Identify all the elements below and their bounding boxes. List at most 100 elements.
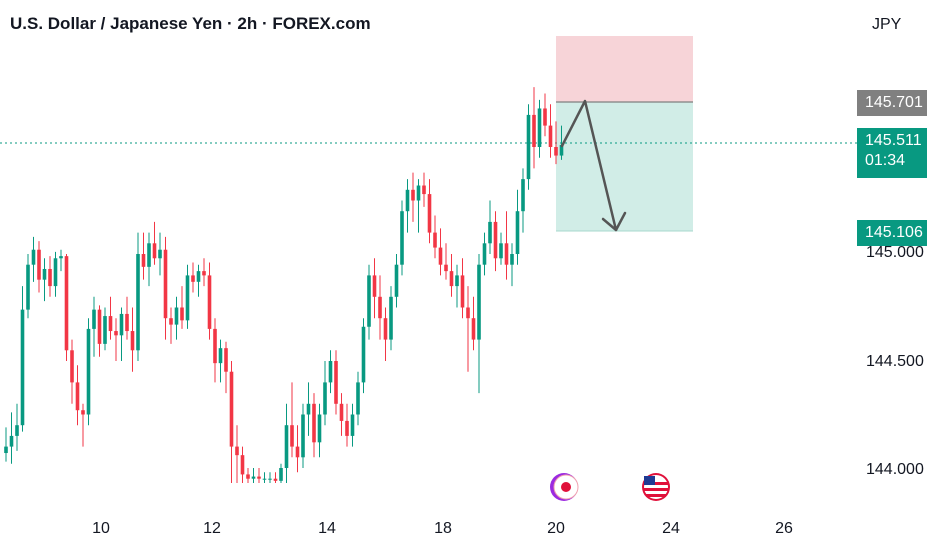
candle-body — [372, 275, 377, 297]
candle-body — [169, 318, 173, 325]
candle-body — [251, 476, 256, 479]
candle-body — [301, 414, 305, 458]
candle-body — [537, 108, 542, 147]
candle-body — [394, 264, 399, 297]
bar-countdown: 01:34 — [865, 152, 906, 169]
candle-body — [416, 185, 421, 201]
candle-body — [224, 348, 228, 372]
candle-body — [163, 249, 168, 319]
candle-body — [158, 249, 162, 259]
stop-loss-price-tag: 145.701 — [857, 90, 927, 116]
candle-body — [97, 309, 102, 344]
candle-body — [202, 271, 206, 276]
candlestick-series — [4, 87, 564, 483]
candle-body — [119, 313, 124, 336]
candle-body — [152, 243, 157, 259]
price-axis-label: 144.000 — [866, 461, 924, 478]
candle-body — [81, 410, 85, 415]
candle-body — [125, 313, 129, 332]
time-axis-label: 18 — [434, 520, 452, 537]
time-axis-label: 10 — [92, 520, 110, 537]
candle-body — [306, 403, 311, 415]
candle-body — [460, 275, 465, 308]
candle-body — [64, 256, 69, 351]
candle-body — [279, 468, 283, 481]
candle-body — [427, 194, 432, 233]
candle-body — [559, 144, 564, 156]
candle-body — [499, 243, 503, 259]
japan-flag-icon[interactable] — [550, 473, 579, 501]
candle-body — [229, 371, 234, 447]
candle-body — [334, 361, 338, 404]
candle-body — [191, 275, 195, 282]
candle-body — [482, 243, 487, 265]
candle-body — [257, 476, 261, 479]
candle-body — [367, 275, 371, 327]
candle-body — [339, 403, 344, 421]
candle-body — [449, 271, 454, 287]
time-axis-label: 24 — [662, 520, 680, 537]
us-flag-icon[interactable] — [642, 473, 670, 501]
candle-body — [86, 328, 91, 415]
candle-body — [218, 348, 223, 364]
candle-body — [405, 189, 410, 212]
candle-body — [455, 275, 459, 287]
candle-body — [207, 275, 212, 329]
candle-body — [180, 307, 184, 321]
candle-body — [114, 331, 118, 336]
candle-body — [59, 256, 63, 259]
currency-label: JPY — [872, 16, 902, 33]
candle-body — [53, 258, 58, 287]
candle-body — [15, 425, 19, 436]
current-price-tag: 145.511 01:34 — [857, 128, 927, 178]
candle-body — [504, 243, 509, 265]
candle-body — [471, 318, 476, 340]
candle-body — [411, 189, 415, 201]
candle-body — [4, 446, 8, 454]
candle-body — [136, 254, 140, 351]
candle-body — [240, 455, 245, 475]
take-profit-zone[interactable] — [556, 102, 693, 231]
candle-body — [75, 382, 80, 411]
candle-body — [268, 478, 272, 480]
candle-body — [361, 326, 366, 383]
candle-body — [515, 211, 520, 254]
candle-body — [323, 382, 327, 415]
candle-body — [378, 296, 382, 319]
time-axis-label: 14 — [318, 520, 336, 537]
candle-body — [510, 254, 514, 265]
candle-body — [521, 179, 525, 212]
candle-body — [246, 474, 250, 479]
candle-body — [554, 147, 558, 156]
candle-body — [235, 446, 239, 456]
candle-body — [103, 316, 107, 344]
candle-body — [141, 254, 146, 267]
time-axis-label: 12 — [203, 520, 221, 537]
candle-body — [92, 309, 96, 329]
candle-body — [317, 414, 322, 443]
candle-body — [383, 318, 388, 340]
candle-body — [70, 350, 74, 383]
candle-body — [290, 425, 294, 447]
candle-body — [20, 309, 25, 426]
candle-body — [543, 108, 547, 126]
candle-body — [196, 271, 201, 282]
candle-body — [147, 243, 151, 267]
candle-body — [433, 232, 437, 248]
stop-loss-zone[interactable] — [556, 36, 693, 102]
candle-body — [422, 185, 426, 195]
candle-body — [328, 361, 333, 383]
candle-body — [350, 414, 355, 436]
candle-body — [185, 275, 190, 321]
candle-body — [312, 403, 316, 443]
candle-body — [345, 420, 349, 436]
candle-body — [493, 221, 498, 259]
candle-body — [130, 331, 135, 351]
candle-body — [213, 328, 217, 364]
candle-body — [466, 307, 470, 319]
candle-body — [356, 382, 360, 415]
candle-body — [400, 211, 404, 265]
candle-body — [42, 268, 47, 280]
candle-body — [9, 435, 14, 447]
